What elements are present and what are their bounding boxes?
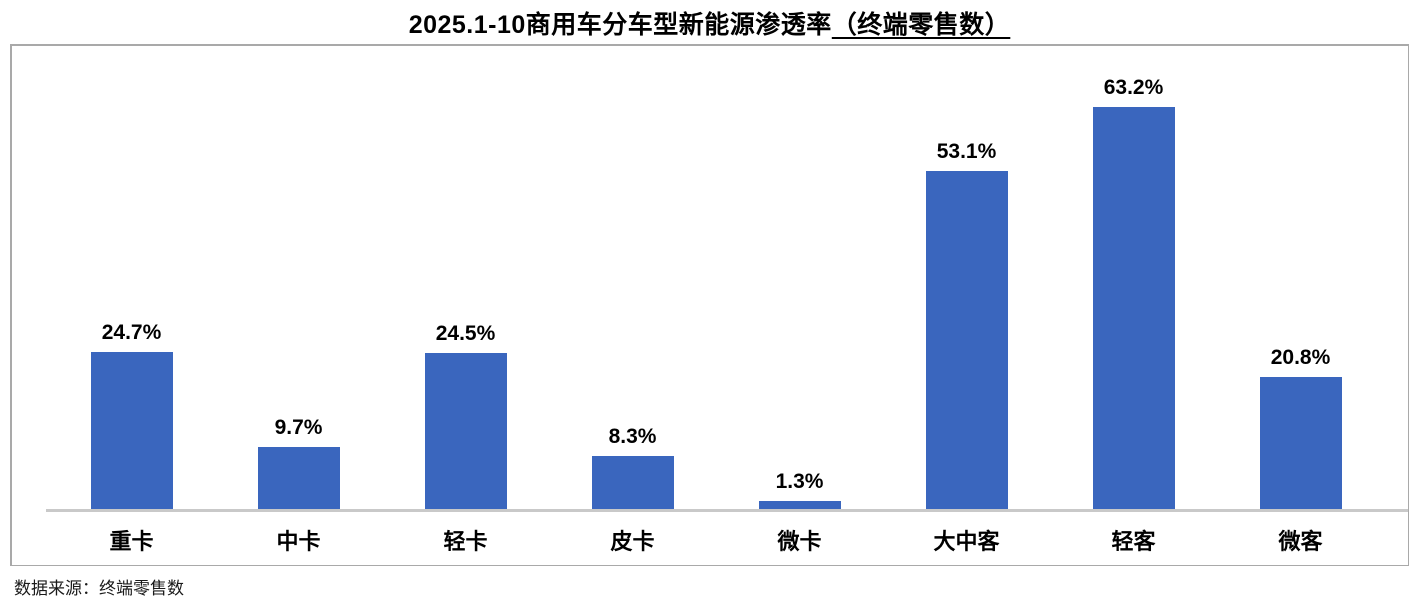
source-note: 数据来源：终端零售数: [14, 579, 184, 598]
bar-group: 9.7%: [215, 416, 382, 509]
chart-title-paren: （终端零售数）: [831, 11, 1011, 39]
category-label: 皮卡: [610, 529, 655, 554]
bar: [90, 351, 173, 509]
bar-group: 63.2%: [1050, 76, 1217, 509]
bar: [591, 456, 674, 509]
bar: [1259, 376, 1342, 509]
bar-value-label: 63.2%: [1103, 76, 1164, 99]
bar: [758, 500, 841, 509]
x-axis-line: [46, 509, 1408, 512]
bar-value-label: 8.3%: [608, 425, 657, 449]
bars-container: 24.7% 9.7% 24.5% 8.3% 1.3% 53.1% 63.2% 20.8%: [48, 46, 1384, 509]
category-label: 微客: [1278, 529, 1323, 554]
bar-value-label: 1.3%: [775, 469, 824, 493]
bar-group: 20.8%: [1217, 346, 1384, 509]
category-label: 大中客: [933, 529, 1000, 554]
bar-group: 24.5%: [382, 322, 549, 509]
bar-value-label: 20.8%: [1270, 345, 1331, 369]
bar-value-label: 53.1%: [936, 140, 997, 164]
category-label: 轻卡: [443, 529, 488, 554]
bar: [424, 353, 507, 509]
category-label: 轻客: [1111, 529, 1156, 554]
bar-value-label: 24.5%: [435, 322, 496, 346]
bar-value-label: 9.7%: [274, 416, 323, 440]
bar: [257, 447, 340, 509]
category-label: 微卡: [777, 529, 822, 554]
bar-group: 24.7%: [48, 321, 215, 509]
category-axis: 重卡 中卡 轻卡 皮卡 微卡 大中客 轻客 微客: [48, 524, 1384, 556]
chart-title-main: 2025.1-10商用车分车型新能源渗透率: [408, 11, 832, 39]
plot-area: 24.7% 9.7% 24.5% 8.3% 1.3% 53.1% 63.2% 20.8% 重卡…: [10, 44, 1409, 566]
bar-group: 53.1%: [883, 140, 1050, 509]
chart-title: 2025.1-10商用车分车型新能源渗透率（终端零售数）: [0, 5, 1419, 41]
bar-group: 1.3%: [716, 470, 883, 509]
category-label: 中卡: [276, 529, 321, 554]
bar: [1092, 107, 1175, 509]
bar-value-label: 24.7%: [101, 320, 162, 344]
bar: [925, 171, 1008, 509]
category-label: 重卡: [109, 529, 154, 554]
bar-group: 8.3%: [549, 425, 716, 509]
